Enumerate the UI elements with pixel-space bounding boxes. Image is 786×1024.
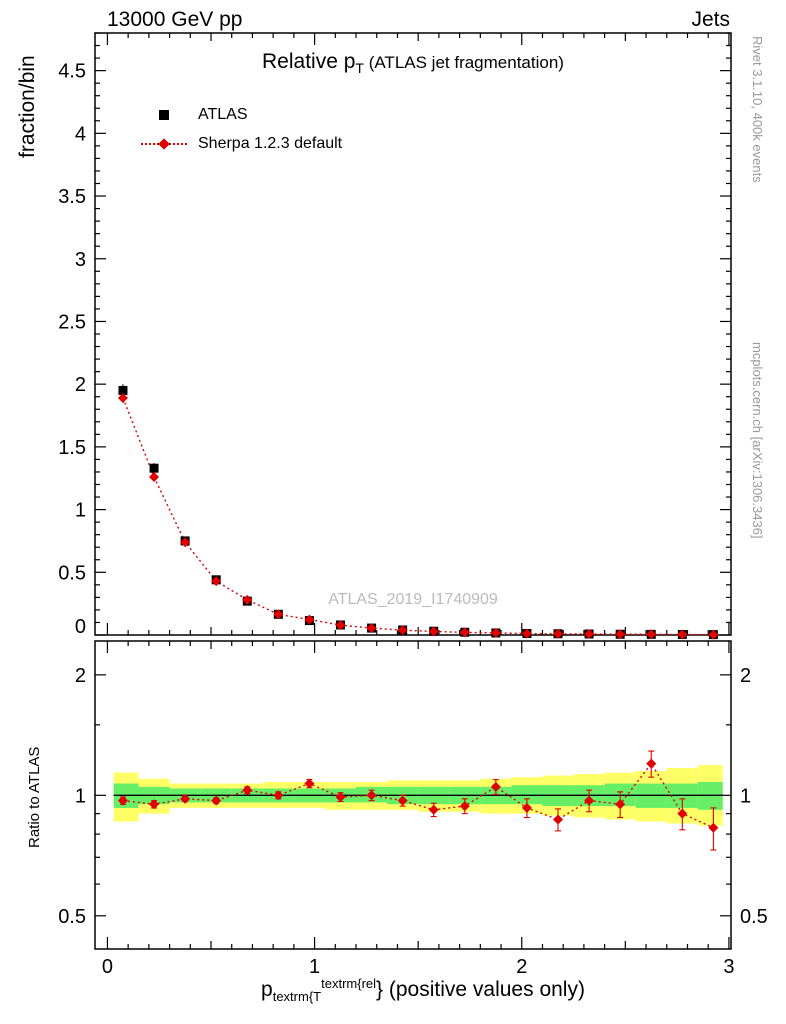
svg-text:3.5: 3.5 <box>58 186 86 208</box>
legend-label-sherpa: Sherpa 1.2.3 default <box>198 134 343 152</box>
y-axis-label-ratio: Ratio to ATLAS <box>26 747 43 848</box>
svg-text:3: 3 <box>723 956 734 978</box>
svg-text:1: 1 <box>740 785 751 807</box>
svg-text:0: 0 <box>102 956 113 978</box>
x-axis-label-rest: } (positive values only) <box>376 978 585 1001</box>
svg-text:2: 2 <box>75 665 86 687</box>
title-subscript: T <box>355 60 364 76</box>
legend-entry-sherpa: Sherpa 1.2.3 default <box>138 129 342 158</box>
legend: ATLAS Sherpa 1.2.3 default <box>138 100 342 158</box>
title-rest: (ATLAS jet fragmentation) <box>363 53 564 72</box>
y-axis-label-main: fraction/bin <box>16 55 40 158</box>
beam-energy-label: 13000 GeV pp <box>107 8 243 31</box>
legend-label-atlas: ATLAS <box>198 105 248 123</box>
svg-text:0.5: 0.5 <box>58 562 86 584</box>
watermark-analysis-id: ATLAS_2019_I1740909 <box>328 591 498 608</box>
svg-text:0.5: 0.5 <box>740 906 768 928</box>
title-main: Relative p <box>262 50 356 73</box>
svg-text:4.5: 4.5 <box>58 61 86 83</box>
svg-text:0.5: 0.5 <box>58 906 86 928</box>
y-axis-label-main-text: fraction/bin <box>16 55 39 158</box>
svg-text:3: 3 <box>75 249 86 271</box>
svg-text:1: 1 <box>75 500 86 522</box>
svg-text:1.5: 1.5 <box>58 437 86 459</box>
x-axis-label-subscript: textrm{T <box>272 989 322 1005</box>
mcplots-arxiv-note: mcplots.cern.ch [arXiv:1306.3436] <box>750 342 765 539</box>
svg-text:2.5: 2.5 <box>58 311 86 333</box>
svg-text:1: 1 <box>75 785 86 807</box>
red-diamond-marker-icon <box>158 137 170 150</box>
svg-text:0: 0 <box>75 616 86 638</box>
svg-text:4: 4 <box>75 123 86 145</box>
rivet-version-note: Rivet 3.1.10, 400k events <box>750 36 765 183</box>
x-axis-label: ptextrm{Ttextrm{rel} (positive values on… <box>113 976 733 1004</box>
x-axis-label-superscript: textrm{rel <box>321 976 377 991</box>
svg-text:2: 2 <box>740 665 751 687</box>
plot-title: Relative pT (ATLAS jet fragmentation) <box>113 50 713 76</box>
red-dotted-line-icon <box>141 137 187 150</box>
y-axis-label-ratio-text: Ratio to ATLAS <box>26 746 43 848</box>
legend-marker-cell <box>138 109 190 120</box>
legend-entry-atlas: ATLAS <box>138 100 342 129</box>
black-square-marker-icon <box>159 109 169 120</box>
svg-text:1: 1 <box>309 956 320 978</box>
legend-marker-cell <box>138 137 190 150</box>
svg-text:2: 2 <box>75 374 86 396</box>
svg-text:2: 2 <box>516 956 527 978</box>
process-label: Jets <box>691 8 730 31</box>
x-axis-label-base: p <box>261 978 273 1001</box>
